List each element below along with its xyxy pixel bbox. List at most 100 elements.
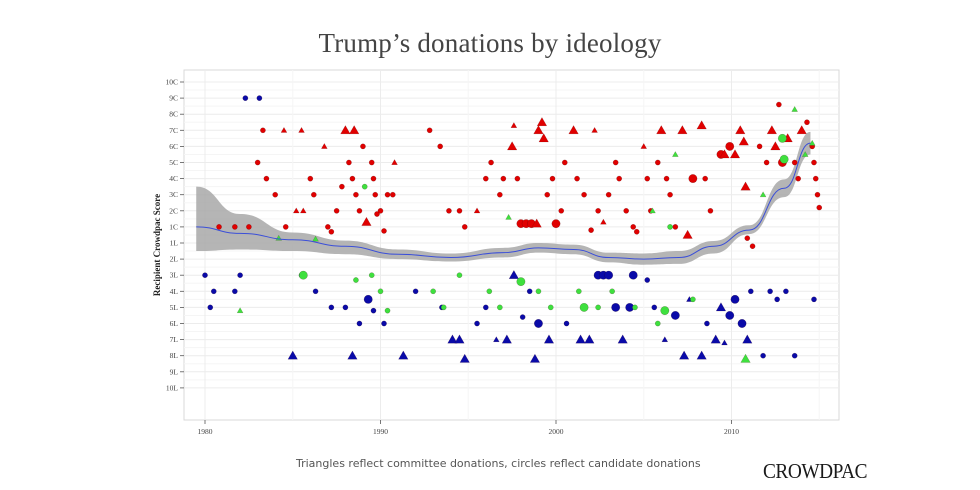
liberal-candidate-point — [737, 319, 747, 328]
conservative-committee-point — [656, 125, 667, 135]
other-candidate-point — [777, 133, 787, 143]
conservative-candidate-point — [349, 175, 356, 182]
conservative-committee-point — [696, 120, 707, 130]
liberal-candidate-point — [370, 307, 377, 314]
conservative-committee-point — [292, 207, 300, 214]
conservative-committee-point — [473, 207, 481, 214]
conservative-candidate-point — [654, 159, 661, 166]
conservative-candidate-point — [372, 191, 379, 198]
other-committee-point — [505, 213, 512, 220]
conservative-candidate-point — [795, 175, 802, 182]
conservative-committee-point — [677, 125, 688, 135]
other-candidate-point — [667, 224, 673, 230]
conservative-candidate-point — [630, 224, 637, 230]
other-candidate-point — [535, 288, 542, 295]
liberal-candidate-point — [210, 288, 217, 295]
conservative-candidate-point — [725, 141, 735, 151]
conservative-committee-point — [510, 122, 518, 128]
conservative-candidate-point — [663, 175, 670, 182]
y-tick-label: 2L — [170, 255, 179, 264]
liberal-committee-point — [447, 334, 458, 344]
other-committee-point — [759, 191, 767, 198]
liberal-candidate-point — [651, 304, 658, 311]
y-tick-label: 3L — [170, 271, 179, 280]
liberal-candidate-point — [534, 319, 543, 328]
y-tick-label: 9C — [169, 94, 178, 103]
liberal-candidate-point — [611, 302, 621, 312]
liberal-candidate-point — [747, 288, 754, 295]
conservative-candidate-point — [644, 175, 651, 182]
conservative-candidate-point — [551, 219, 561, 229]
conservative-committee-point — [719, 149, 730, 159]
conservative-candidate-point — [263, 175, 270, 182]
x-tick-label: 2010 — [724, 427, 739, 436]
conservative-candidate-point — [605, 191, 612, 198]
conservative-committee-point — [298, 126, 305, 133]
conservative-candidate-point — [561, 159, 568, 166]
y-tick-label: 6L — [170, 319, 179, 328]
liberal-candidate-point — [563, 320, 570, 327]
conservative-committee-point — [738, 136, 749, 146]
liberal-candidate-point — [704, 320, 710, 327]
other-candidate-point — [690, 296, 696, 303]
y-tick-label: 5C — [169, 158, 178, 167]
conservative-candidate-point — [389, 191, 396, 198]
conservative-committee-point — [568, 125, 579, 135]
conservative-candidate-point — [688, 174, 698, 184]
other-committee-point — [801, 151, 809, 157]
conservative-candidate-point — [377, 207, 384, 214]
conservative-candidate-point — [816, 204, 823, 211]
conservative-candidate-point — [612, 159, 619, 166]
conservative-candidate-point — [574, 175, 580, 182]
conservative-candidate-point — [812, 175, 819, 182]
conservative-committee-point — [538, 133, 549, 143]
conservative-committee-point — [361, 216, 372, 226]
other-candidate-point — [298, 270, 308, 280]
liberal-candidate-point — [256, 95, 263, 101]
conservative-candidate-point — [437, 143, 444, 150]
conservative-candidate-point — [514, 175, 521, 182]
other-candidate-point — [353, 277, 359, 283]
other-candidate-point — [486, 288, 493, 295]
liberal-committee-point — [721, 339, 728, 346]
conservative-candidate-point — [381, 228, 387, 234]
other-candidate-point — [654, 320, 661, 327]
liberal-committee-point — [347, 350, 358, 360]
other-candidate-point — [547, 304, 554, 311]
conservative-candidate-point — [260, 127, 266, 134]
conservative-candidate-point — [814, 191, 821, 198]
conservative-candidate-point — [374, 211, 380, 217]
other-candidate-point — [440, 304, 447, 311]
conservative-candidate-point — [333, 207, 340, 214]
liberal-committee-point — [710, 334, 721, 344]
liberal-committee-point — [398, 350, 409, 360]
conservative-committee-point — [640, 143, 648, 149]
liberal-committee-point — [696, 350, 707, 360]
other-candidate-point — [609, 288, 616, 295]
liberal-committee-point — [575, 334, 586, 344]
conservative-candidate-point — [446, 207, 452, 214]
conservative-candidate-point — [456, 207, 463, 214]
conservative-committee-point — [770, 141, 781, 151]
other-candidate-point — [496, 304, 503, 311]
conservative-committee-point — [531, 218, 542, 228]
conservative-committee-point — [729, 149, 741, 159]
conservative-candidate-point — [353, 191, 359, 198]
liberal-candidate-point — [237, 272, 243, 279]
data-points — [202, 95, 823, 363]
conservative-committee-point — [321, 143, 328, 149]
liberal-candidate-point — [312, 288, 319, 295]
liberal-committee-point — [529, 353, 541, 363]
liberal-committee-point — [661, 336, 669, 343]
conservative-candidate-point — [310, 191, 317, 198]
liberal-candidate-point — [328, 304, 335, 311]
liberal-committee-point — [459, 353, 470, 363]
conservative-candidate-point — [763, 159, 770, 166]
liberal-committee-point — [501, 334, 512, 344]
liberal-candidate-point — [207, 304, 214, 311]
other-candidate-point — [516, 277, 526, 287]
conservative-candidate-point — [426, 127, 433, 134]
liberal-candidate-point — [363, 294, 373, 304]
y-tick-label: 7L — [170, 335, 179, 344]
